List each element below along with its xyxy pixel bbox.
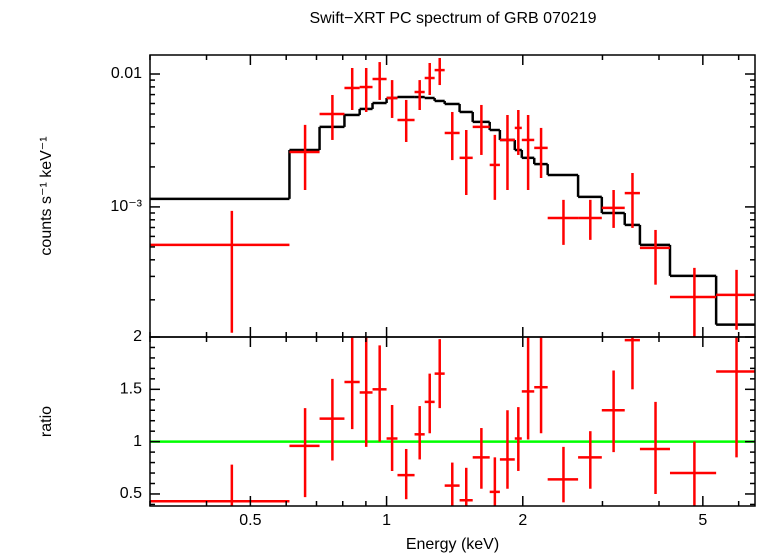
plot-area [150, 337, 755, 506]
y-tick-label: 0.5 [120, 485, 142, 502]
y-tick-label: 1 [133, 433, 142, 450]
y-tick-label: 10⁻³ [110, 198, 142, 215]
x-tick-label: 5 [698, 512, 707, 529]
x-tick-label: 1 [382, 512, 391, 529]
x-axis-label: Energy (keV) [406, 536, 499, 553]
axes-frame [149, 336, 756, 507]
y-tick-label: 2 [133, 328, 142, 345]
y-tick-label: 1.5 [120, 381, 142, 398]
x-tick-label: 0.5 [239, 512, 261, 529]
x-tick-label: 2 [518, 512, 527, 529]
y-axis-label: ratio [38, 406, 55, 437]
y-axis-label: counts s⁻¹ keV⁻¹ [38, 136, 55, 255]
plot-area [150, 57, 755, 337]
y-tick-label: 0.01 [111, 65, 142, 82]
chart-title: Swift−XRT PC spectrum of GRB 070219 [309, 10, 596, 27]
axes-frame [149, 54, 756, 338]
